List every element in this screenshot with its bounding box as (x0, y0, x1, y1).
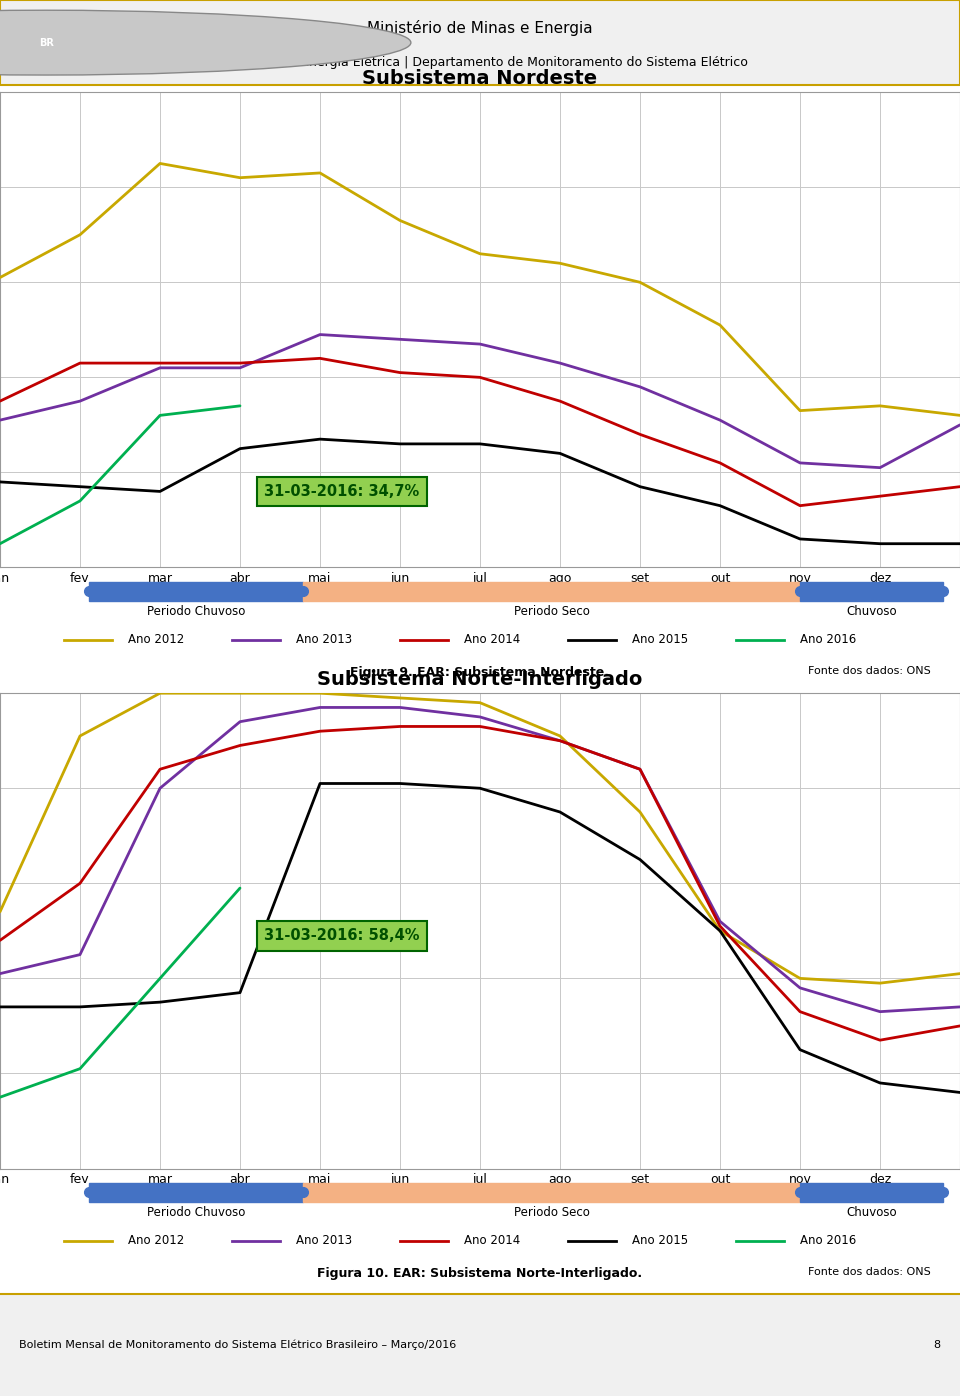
Text: Chuvoso: Chuvoso (847, 606, 897, 618)
Text: Ano 2014: Ano 2014 (464, 634, 520, 646)
Title: Subsistema Norte-Interligado: Subsistema Norte-Interligado (318, 670, 642, 688)
Text: 8: 8 (934, 1340, 941, 1350)
Text: Periodo Seco: Periodo Seco (514, 606, 589, 618)
Bar (302, 1182, 801, 1202)
Text: Ano 2013: Ano 2013 (296, 634, 351, 646)
Bar (89, 1182, 302, 1202)
Text: Chuvoso: Chuvoso (847, 1206, 897, 1219)
Text: Ministério de Minas e Energia: Ministério de Minas e Energia (367, 20, 593, 36)
Text: Ano 2015: Ano 2015 (632, 1234, 687, 1247)
Text: Secretaria de Energia Elétrica | Departamento de Monitoramento do Sistema Elétri: Secretaria de Energia Elétrica | Departa… (212, 56, 748, 68)
Text: Ano 2012: Ano 2012 (128, 1234, 184, 1247)
Text: BR: BR (38, 38, 54, 47)
Text: Ano 2016: Ano 2016 (800, 1234, 856, 1247)
Text: Fonte dos dados: ONS: Fonte dos dados: ONS (808, 666, 931, 676)
Text: Ano 2012: Ano 2012 (128, 634, 184, 646)
Text: Figura 9. EAR: Subsistema Nordeste.: Figura 9. EAR: Subsistema Nordeste. (350, 666, 610, 678)
Text: Ano 2015: Ano 2015 (632, 634, 687, 646)
Bar (801, 1182, 943, 1202)
Bar (89, 582, 302, 600)
Text: Ano 2013: Ano 2013 (296, 1234, 351, 1247)
Text: Periodo Chuvoso: Periodo Chuvoso (147, 606, 245, 618)
Title: Subsistema Nordeste: Subsistema Nordeste (363, 68, 597, 88)
Circle shape (0, 10, 411, 75)
Text: Periodo Seco: Periodo Seco (514, 1206, 589, 1219)
Text: Boletim Mensal de Monitoramento do Sistema Elétrico Brasileiro – Março/2016: Boletim Mensal de Monitoramento do Siste… (19, 1340, 456, 1350)
Text: Ano 2014: Ano 2014 (464, 1234, 520, 1247)
Text: Figura 10. EAR: Subsistema Norte-Interligado.: Figura 10. EAR: Subsistema Norte-Interli… (318, 1268, 642, 1280)
Text: Periodo Chuvoso: Periodo Chuvoso (147, 1206, 245, 1219)
Text: 31-03-2016: 58,4%: 31-03-2016: 58,4% (264, 928, 420, 944)
Bar (302, 582, 801, 600)
Bar (801, 582, 943, 600)
Text: Ano 2016: Ano 2016 (800, 634, 856, 646)
Text: Fonte dos dados: ONS: Fonte dos dados: ONS (808, 1268, 931, 1277)
Text: 31-03-2016: 34,7%: 31-03-2016: 34,7% (264, 484, 420, 500)
